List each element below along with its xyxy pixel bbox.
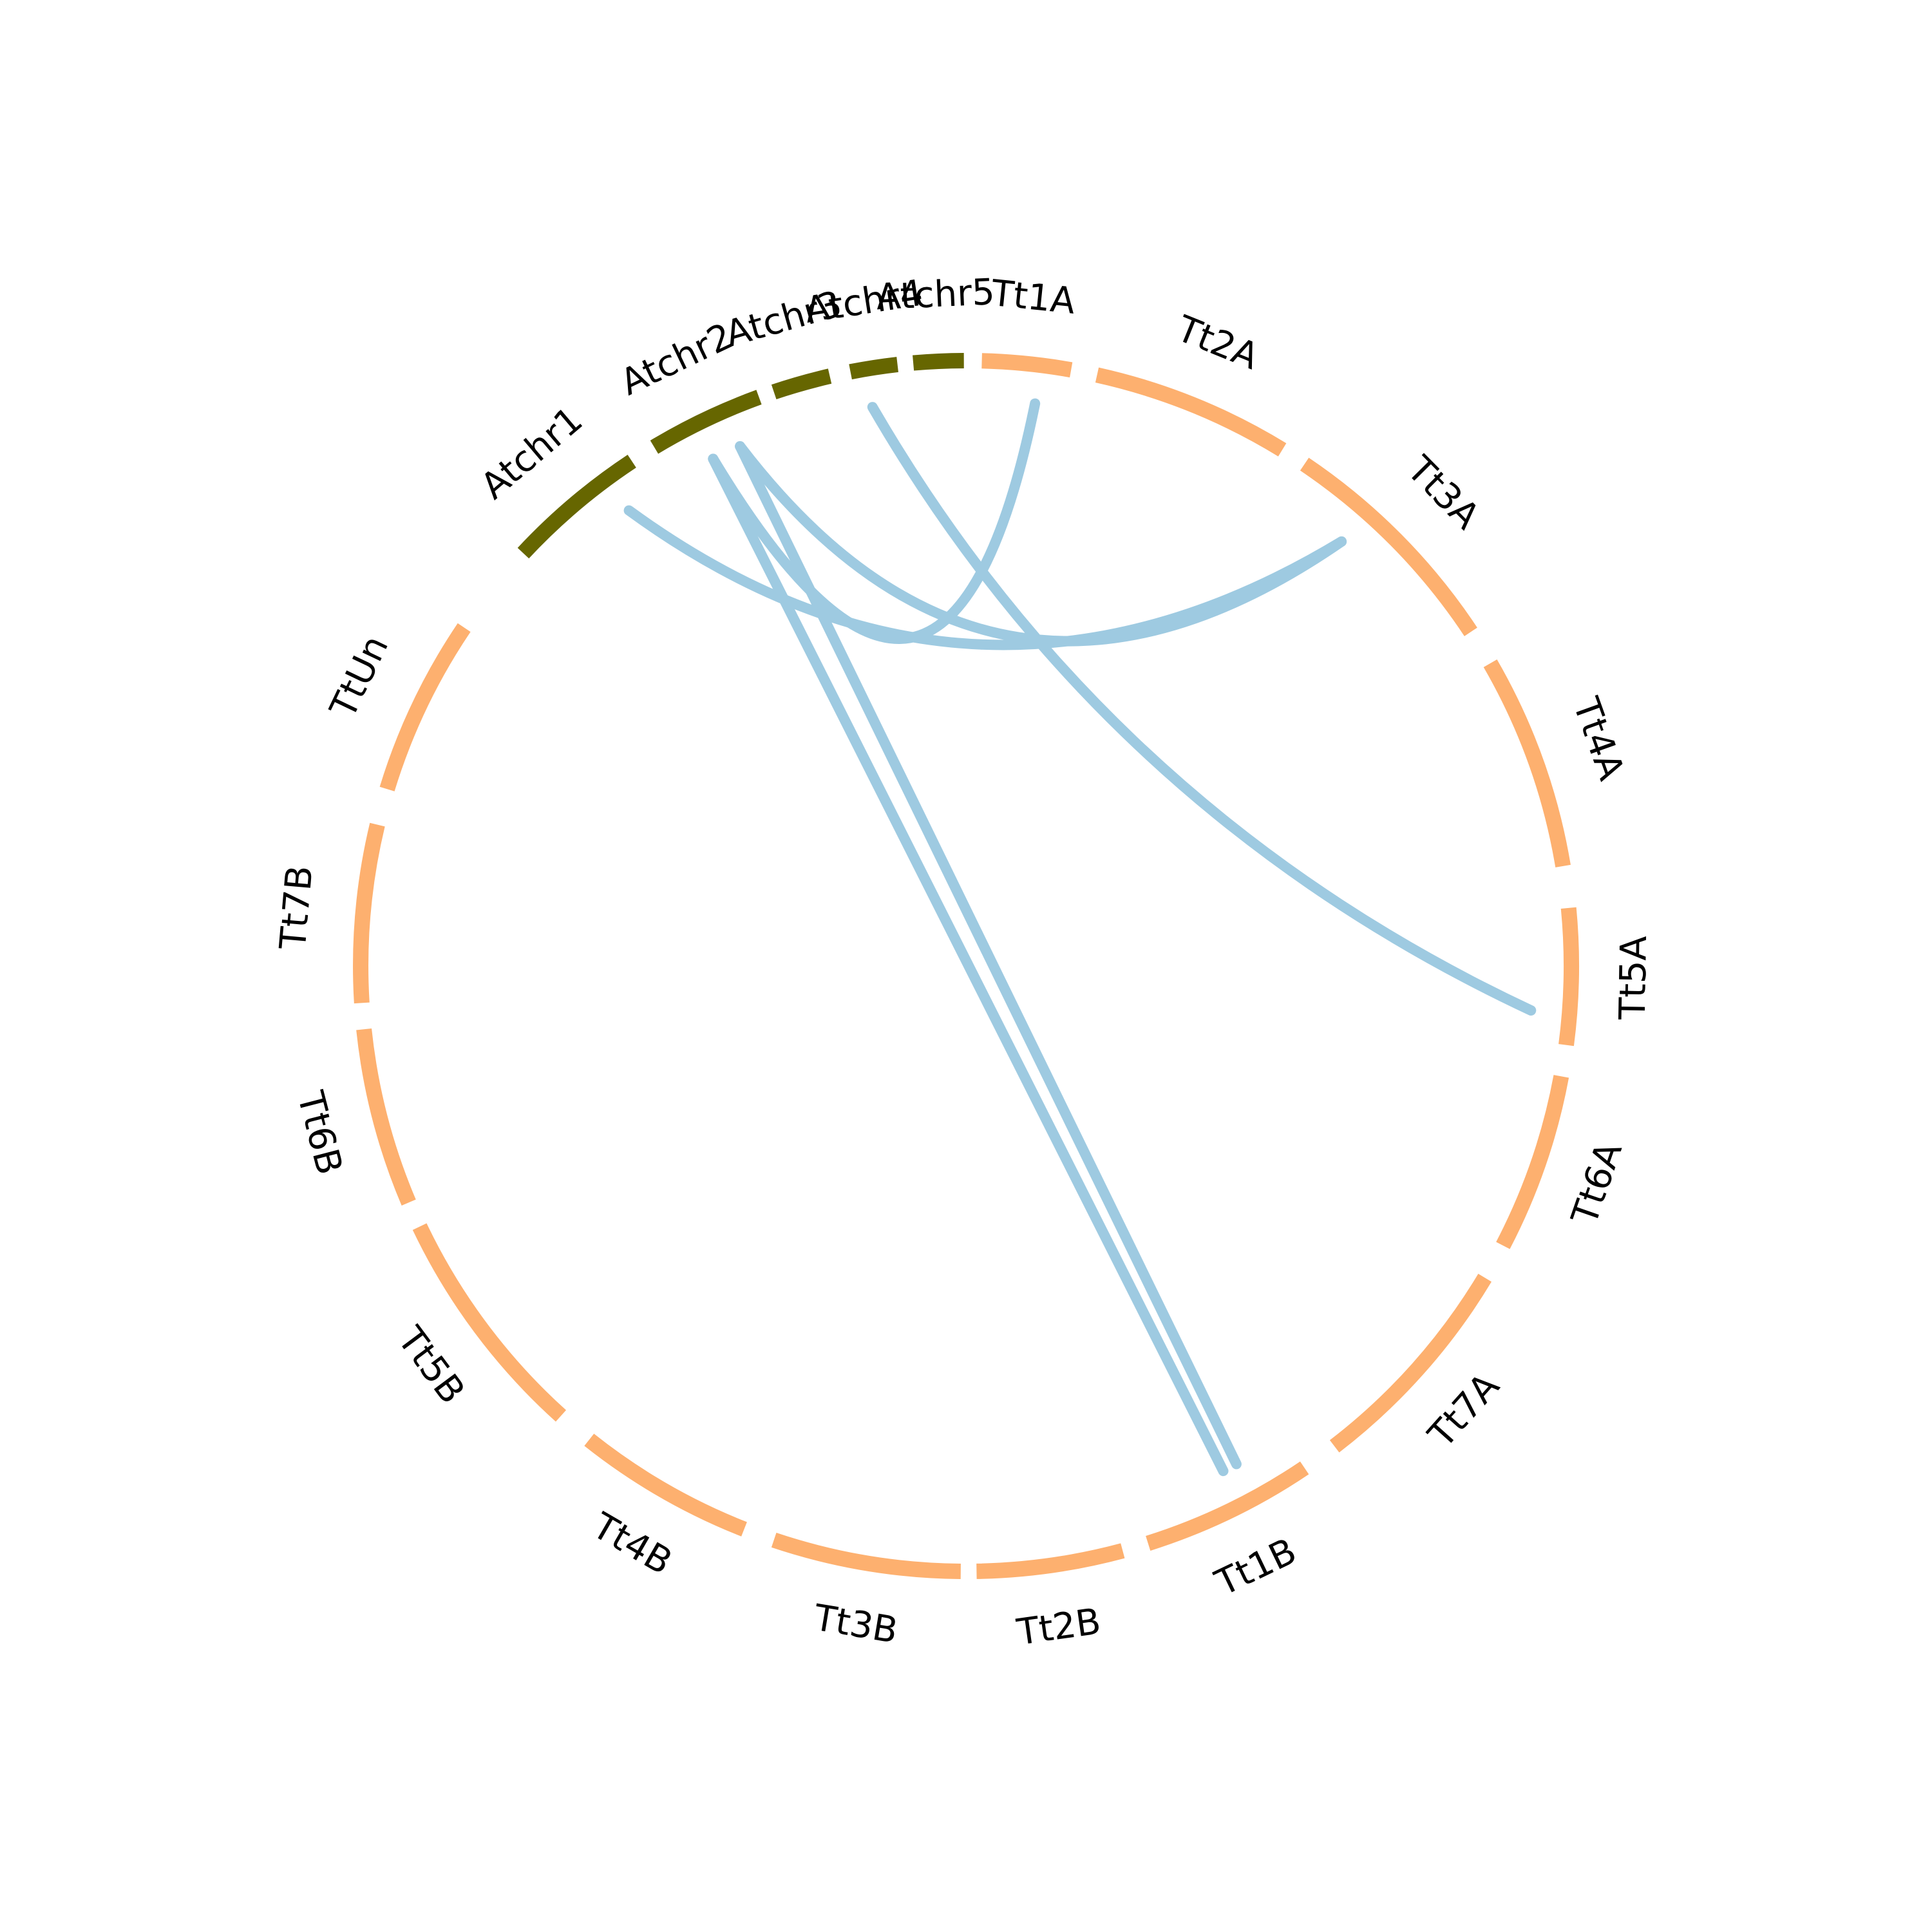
segment-tt6b: [356, 1028, 416, 1206]
segment-tt1b: [1146, 1461, 1309, 1551]
label-tt3b: Tt3B: [810, 1596, 900, 1652]
segment-ttun: [379, 623, 471, 791]
segment-atchr4: [849, 357, 899, 380]
segment-tt5a: [1558, 907, 1580, 1046]
segment-atchr2: [650, 390, 762, 454]
label-tt2a: Tt2A: [1170, 308, 1264, 378]
label-ttun: TtUn: [322, 629, 397, 725]
segment-tt7b: [353, 822, 385, 1004]
segment-tt3b: [771, 1533, 961, 1579]
chromosome-ring: [353, 353, 1580, 1579]
label-tt4a: Tt4A: [1564, 692, 1632, 785]
segment-tt4b: [584, 1434, 747, 1537]
segment-tt1a: [981, 353, 1073, 378]
label-atchr2: Atchr2: [614, 315, 739, 404]
label-tt4b: Tt4B: [585, 1505, 679, 1584]
segment-tt4a: [1483, 659, 1571, 867]
label-tt5a: Tt5A: [1612, 936, 1655, 1021]
label-tt2b: Tt2B: [1014, 1600, 1103, 1654]
segment-tt5b: [412, 1223, 567, 1422]
label-tt6a: Tt6A: [1564, 1137, 1631, 1230]
label-tt7a: Tt7A: [1420, 1365, 1508, 1456]
label-tt5b: Tt5B: [389, 1319, 473, 1412]
segment-atchr3: [771, 368, 832, 399]
link-atchr2-tt1b: [708, 453, 1229, 1477]
link-atchr3-tt1b: [735, 441, 1242, 1470]
label-atchr1: Atchr1: [473, 399, 591, 507]
label-tt6b: Tt6B: [289, 1086, 350, 1179]
link-atchr2-tt1a: [708, 398, 1041, 644]
segment-tt7a: [1329, 1273, 1492, 1453]
label-tt3a: Tt3A: [1398, 448, 1487, 538]
segment-tt3a: [1300, 457, 1477, 636]
label-atchr5: Atchr5: [875, 271, 996, 318]
segment-atchr1: [517, 455, 636, 559]
label-tt1b: Tt1B: [1209, 1530, 1303, 1604]
link-atchr3-tt3a: [735, 441, 1347, 647]
link-atchr1-tt3a: [623, 505, 1347, 650]
label-tt7b: Tt7B: [272, 864, 321, 951]
link-atchr4-tt5a: [867, 402, 1537, 1016]
synteny-links: [623, 398, 1537, 1477]
segment-atchr5: [913, 353, 964, 371]
label-tt1a: Tt1A: [989, 272, 1077, 323]
segment-tt2a: [1095, 367, 1287, 457]
segment-tt6a: [1496, 1075, 1569, 1249]
segment-tt2b: [976, 1543, 1125, 1579]
